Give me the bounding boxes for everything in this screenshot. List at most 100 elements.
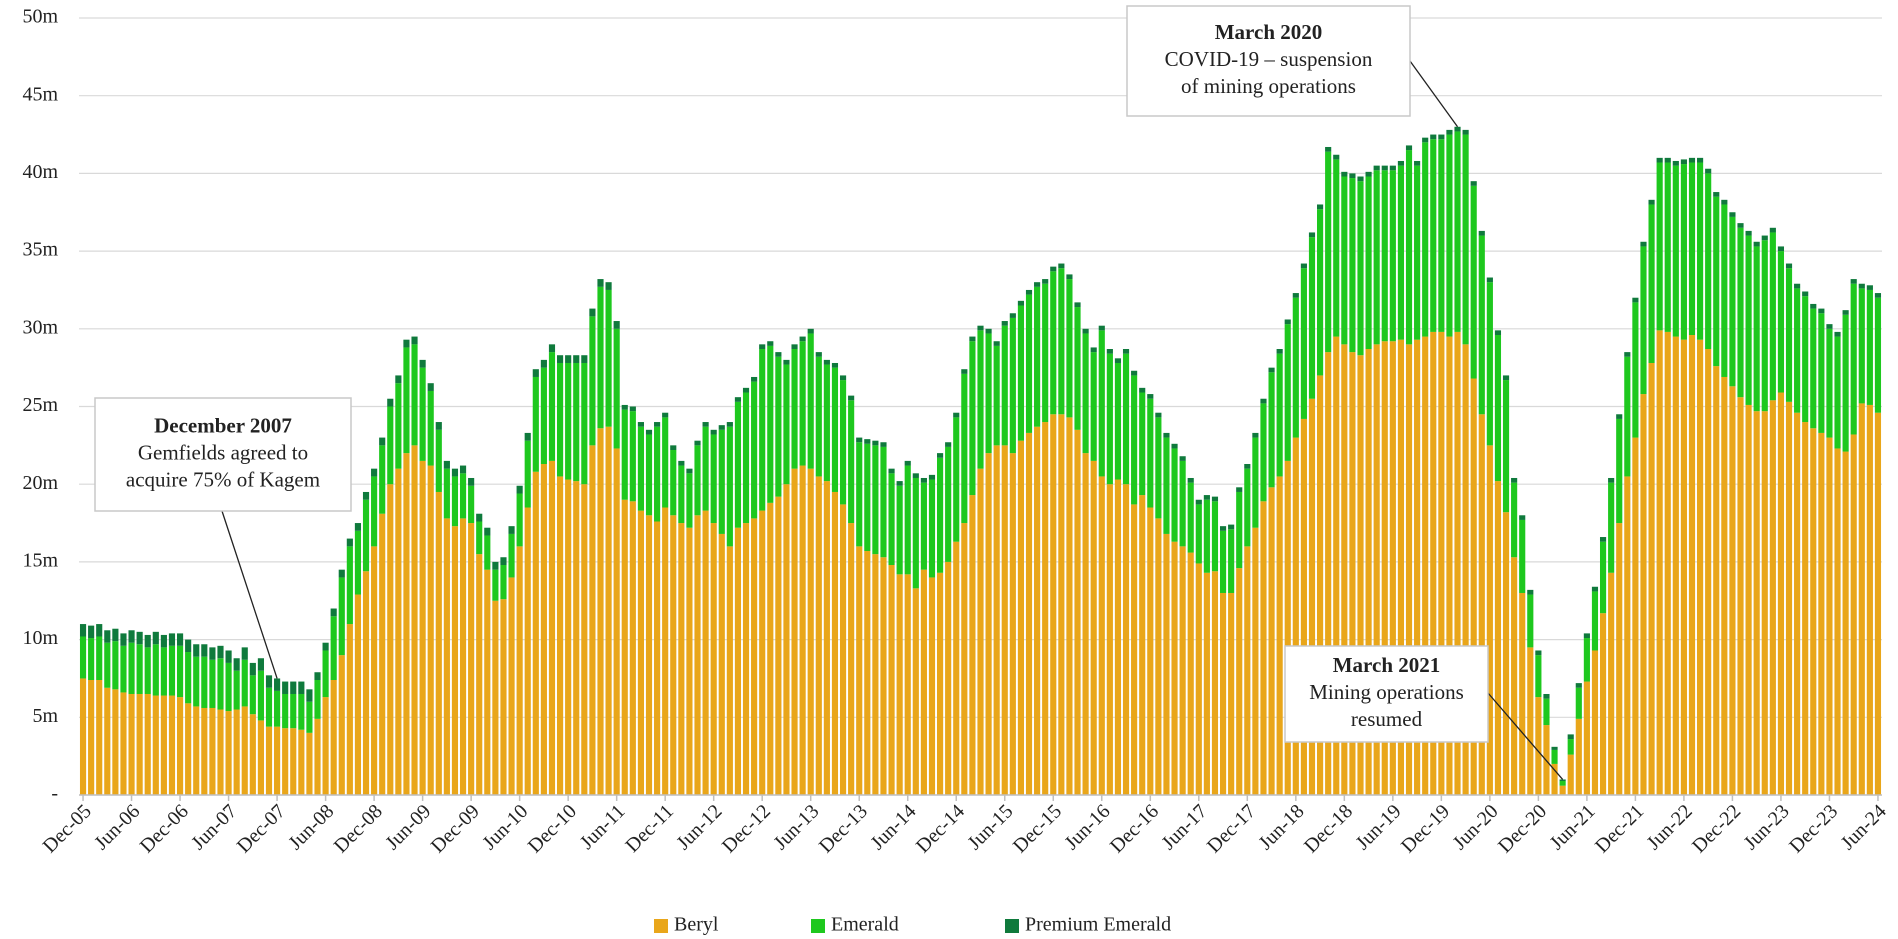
bar-segment [1785,268,1793,402]
bar-segment [734,401,742,528]
bar-segment [1203,495,1210,500]
bar-segment [1276,349,1283,354]
bar-segment [993,345,1000,446]
bar-segment [1794,412,1801,795]
bar-segment [1713,366,1720,795]
legend-label: Premium Emerald [1025,914,1171,936]
bar-segment [257,670,264,721]
bar-segment [985,328,992,334]
x-tick-label: Dec-07 [233,800,290,857]
annotation-text: acquire 75% of Kagem [126,467,320,491]
bar-segment [670,450,677,516]
bar-segment [678,460,685,466]
bar-segment [880,442,887,447]
bar-segment [1737,223,1744,228]
y-tick-label: 20m [22,472,58,494]
bar-segment [500,557,507,566]
bar-segment [1705,349,1712,795]
bar-segment [548,344,556,353]
x-tick-label: Dec-13 [815,800,872,857]
bar-segment [710,523,717,795]
bar-segment [1365,349,1372,795]
bar-segment [160,647,167,696]
bar-segment [556,362,564,477]
bar-segment [1826,324,1833,329]
bar-segment [274,690,281,727]
bar-segment [201,656,208,708]
bar-segment [928,474,936,480]
bar-segment [249,662,256,676]
bar-segment [476,521,483,555]
bar-segment [1050,414,1057,795]
bar-segment [799,341,806,466]
annotation-box [1284,645,1489,743]
annotation-title: March 2021 [1333,653,1441,677]
bar-segment [120,633,127,646]
bar-segment [128,630,135,643]
bar-segment [573,481,580,795]
bar-segment [1147,507,1154,795]
x-tick-label: Dec-18 [1300,800,1357,857]
bar-segment [387,398,394,407]
bar-segment [1874,293,1882,298]
bar-segment [621,409,628,500]
bar-segment [1122,349,1130,354]
bar-segment [371,546,378,795]
bar-segment [290,693,297,729]
bar-segment [201,644,208,657]
bar-segment [1802,422,1809,795]
bar-segment [1527,594,1534,648]
bar-segment [492,561,499,570]
legend-swatch [654,919,668,933]
bar-segment [468,477,475,486]
bar-segment [1672,165,1679,337]
bar-segment [597,428,604,795]
bar-segment [937,572,944,795]
x-tick-label: Jun-20 [1449,800,1503,854]
bar-segment [629,411,636,502]
bar-segment [1438,139,1445,332]
bar-segment [629,501,636,795]
bar-segment [1721,376,1728,795]
bar-segment [435,422,442,430]
bar-segment [1236,568,1243,795]
bar-segment [977,468,984,795]
bar-segment [1624,356,1631,477]
bar-segment [1009,453,1016,795]
bar-segment [726,426,733,547]
bar-segment [508,526,515,534]
x-tick-label: Jun-12 [672,800,726,854]
bar-segment [1494,335,1502,482]
bar-segment [1802,291,1809,297]
bar-segment [314,672,321,681]
bar-segment [1001,325,1008,446]
bar-segment [864,439,871,444]
bar-segment [1341,176,1348,345]
bar-segment [1171,443,1178,449]
bar-segment [928,479,936,578]
bar-segment [1074,429,1081,795]
bar-segment [1705,173,1712,350]
bar-segment [1446,336,1453,795]
bar-segment [104,687,111,795]
bar-segment [694,440,701,446]
bar-segment [1244,546,1251,795]
bar-segment [1567,739,1574,755]
bar-segment [144,634,151,648]
bar-segment [807,468,814,795]
legend-label: Beryl [674,914,719,936]
bar-segment [1357,181,1364,356]
bar-segment [322,697,329,795]
bar-segment [1478,414,1485,795]
bar-segment [128,693,135,795]
bar-segment [168,645,176,696]
bar-segment [1769,232,1776,401]
bar-segment [1575,687,1582,719]
bar-segment [1599,613,1607,795]
bar-segment [767,341,774,346]
bar-segment [1066,279,1073,418]
bar-segment [977,330,984,469]
bar-segment [290,681,297,694]
bar-segment [1276,353,1283,477]
bar-segment [1325,352,1332,795]
